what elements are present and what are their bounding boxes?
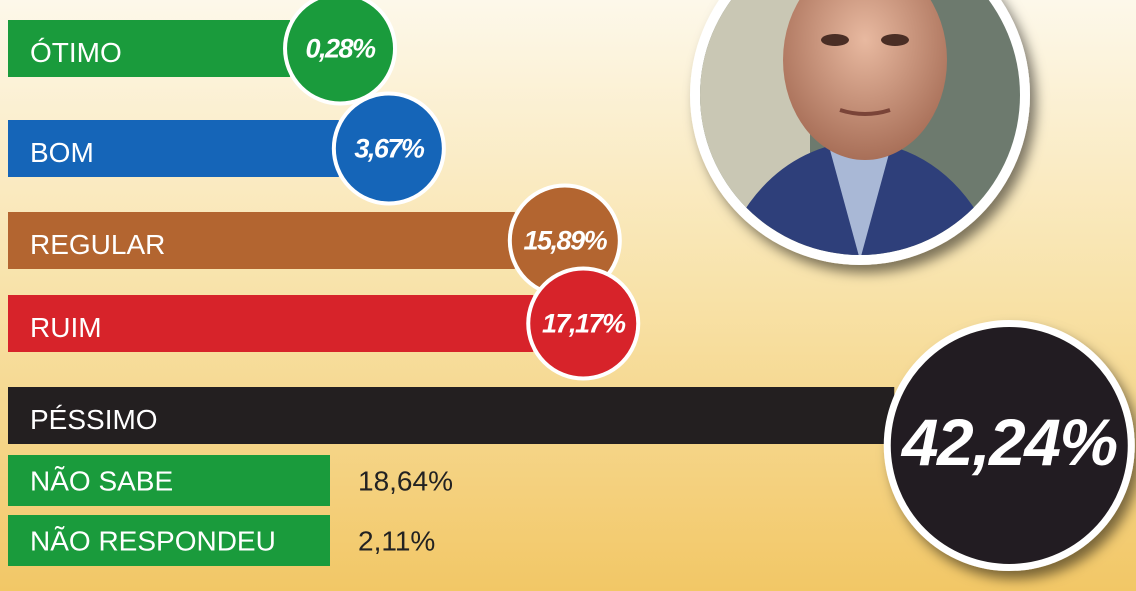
- value-bubble: [283, 0, 398, 106]
- value-bubble: [526, 266, 641, 381]
- category-label: NÃO RESPONDEU: [30, 525, 276, 556]
- bar: [8, 387, 895, 444]
- category-label: ÓTIMO: [30, 37, 122, 68]
- bar: [8, 20, 291, 77]
- category-label: PÉSSIMO: [30, 404, 158, 435]
- value-label: 17,17%: [542, 309, 626, 339]
- portrait: [690, 0, 1030, 265]
- value-label: 18,64%: [358, 465, 453, 496]
- category-label: REGULAR: [30, 229, 165, 260]
- value-bubble: [331, 91, 446, 206]
- value-bubble: [883, 320, 1135, 571]
- value-label: 2,11%: [358, 525, 435, 556]
- bar: [8, 295, 534, 352]
- value-label: 0,28%: [306, 34, 377, 64]
- value-label: 42,24%: [900, 405, 1117, 479]
- bar: [8, 120, 339, 177]
- value-label: 15,89%: [524, 226, 608, 256]
- bar: [8, 212, 515, 269]
- category-label: BOM: [30, 137, 94, 168]
- category-label: RUIM: [30, 312, 102, 343]
- category-box: [8, 455, 330, 506]
- category-box: [8, 515, 330, 566]
- category-label: NÃO SABE: [30, 465, 173, 496]
- value-label: 3,67%: [354, 134, 425, 164]
